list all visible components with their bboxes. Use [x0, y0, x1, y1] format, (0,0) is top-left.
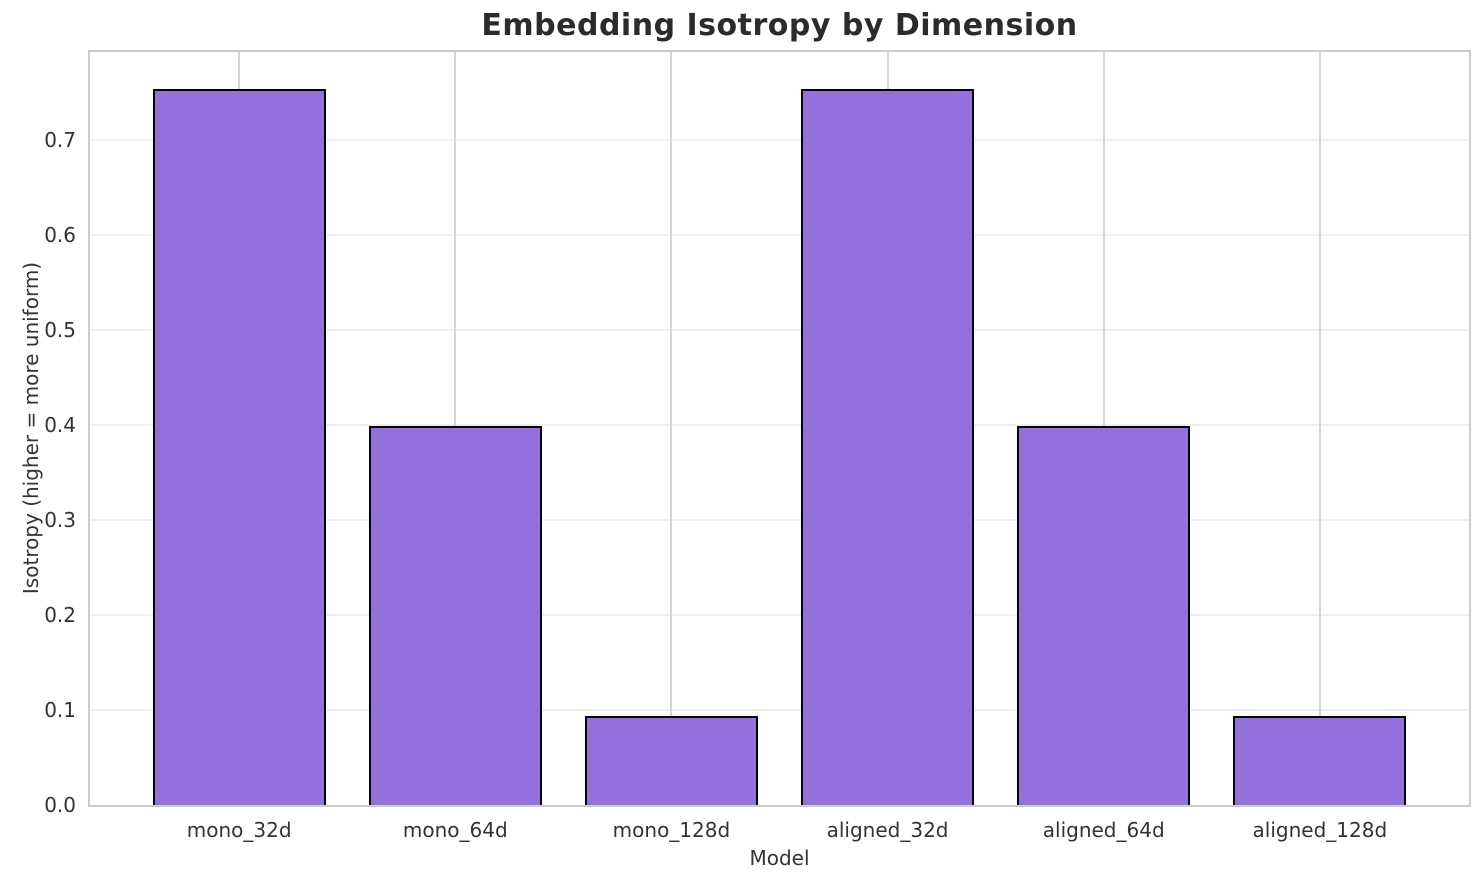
y-gridline — [90, 519, 1469, 522]
y-gridline — [90, 234, 1469, 237]
y-tick-label: 0.7 — [44, 128, 76, 153]
y-gridline — [90, 614, 1469, 617]
bar-mono_32d — [152, 89, 326, 805]
chart-title: Embedding Isotropy by Dimension — [481, 8, 1078, 43]
y-gridline — [90, 709, 1469, 712]
y-tick-label: 0.2 — [44, 603, 76, 628]
bar-aligned_64d — [1017, 426, 1191, 805]
x-tick-label: mono_32d — [186, 818, 292, 842]
x-gridline — [670, 52, 673, 805]
x-tick-label: aligned_128d — [1252, 818, 1388, 842]
bar-mono_128d — [584, 715, 758, 805]
bar-aligned_128d — [1233, 715, 1407, 805]
x-gridline — [1318, 52, 1321, 805]
y-gridline — [90, 329, 1469, 332]
x-tick-label: aligned_64d — [1042, 818, 1165, 842]
y-tick-label: 0.3 — [44, 508, 76, 533]
y-tick-label: 0.6 — [44, 223, 76, 248]
x-tick-label: mono_128d — [612, 818, 731, 842]
x-axis-label: Model — [749, 846, 810, 870]
y-tick-label: 0.5 — [44, 318, 76, 343]
y-tick-label: 0.4 — [44, 413, 76, 438]
x-tick-label: mono_64d — [402, 818, 508, 842]
y-gridline — [90, 424, 1469, 427]
x-tick-label: aligned_32d — [826, 818, 949, 842]
plot-area — [88, 50, 1471, 807]
y-gridline — [90, 139, 1469, 142]
bar-mono_64d — [368, 426, 542, 805]
y-tick-label: 0.0 — [44, 793, 76, 817]
bar-aligned_32d — [801, 89, 975, 805]
y-tick-label: 0.1 — [44, 698, 76, 723]
